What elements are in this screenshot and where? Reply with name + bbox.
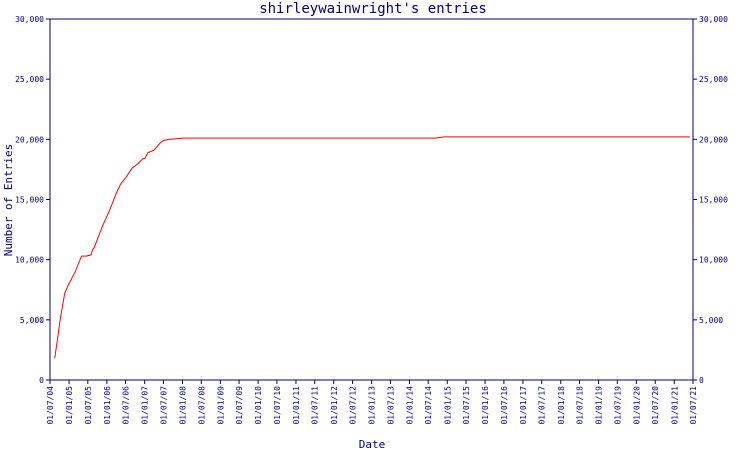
y-tick-label-left: 20,000 [15, 135, 44, 144]
x-tick-label: 01/07/08 [197, 386, 206, 425]
x-tick-label: 01/01/12 [330, 386, 339, 425]
x-tick-label: 01/01/07 [141, 386, 150, 425]
y-axis-right: 0 5,000 10,000 15,000 20,000 25,000 30,000 [693, 15, 728, 385]
x-tick-label: 01/07/12 [349, 386, 358, 425]
x-tick-label: 01/01/10 [254, 386, 263, 425]
y-tick-label-right: 20,000 [699, 135, 728, 144]
x-tick-label: 01/01/15 [443, 386, 452, 425]
x-tick-label: 01/07/16 [500, 386, 509, 425]
x-tick-label: 01/01/09 [216, 386, 225, 425]
y-axis-left: 0 5,000 10,000 15,000 20,000 25,000 30,000 [15, 15, 50, 385]
x-tick-label: 01/07/21 [689, 386, 698, 425]
x-tick-label: 01/01/14 [405, 386, 414, 425]
y-tick-label-right: 15,000 [699, 196, 728, 205]
x-tick-label: 01/01/11 [292, 386, 301, 425]
x-axis-label: Date [359, 438, 386, 450]
x-tick-label: 01/01/06 [103, 386, 112, 425]
x-tick-label: 01/07/09 [235, 386, 244, 425]
x-tick-label: 01/07/20 [651, 386, 660, 425]
y-tick-label-right: 5,000 [699, 316, 723, 325]
y-tick-label-right: 30,000 [699, 15, 728, 24]
chart-title: shirleywainwright's entries [259, 1, 487, 17]
x-tick-label: 01/07/10 [273, 386, 282, 425]
x-tick-label: 01/07/13 [386, 386, 395, 425]
y-tick-label-left: 25,000 [15, 75, 44, 84]
y-tick-label-right: 10,000 [699, 256, 728, 265]
x-tick-label: 01/01/17 [519, 386, 528, 425]
x-tick-label: 01/01/16 [481, 386, 490, 425]
x-tick-label: 01/01/20 [632, 386, 641, 425]
x-tick-label: 01/07/18 [575, 386, 584, 425]
y-tick-label-left: 10,000 [15, 256, 44, 265]
x-tick-label: 01/07/07 [159, 386, 168, 425]
x-tick-label: 01/07/04 [46, 386, 55, 425]
x-tick-label: 01/07/11 [311, 386, 320, 425]
y-tick-label-left: 5,000 [20, 316, 44, 325]
series-line-entries [54, 136, 690, 359]
x-tick-label: 01/07/15 [462, 386, 471, 425]
x-tick-label: 01/01/18 [557, 386, 566, 425]
x-tick-label: 01/01/13 [368, 386, 377, 425]
x-tick-label: 01/07/05 [84, 386, 93, 425]
y-tick-label-right: 25,000 [699, 75, 728, 84]
x-tick-label: 01/01/08 [178, 386, 187, 425]
y-tick-label-left: 30,000 [15, 15, 44, 24]
y-tick-label-right: 0 [699, 376, 704, 385]
y-axis-label: Number of Entries [2, 144, 15, 257]
x-tick-label: 01/01/19 [595, 386, 604, 425]
y-tick-label-left: 15,000 [15, 196, 44, 205]
x-tick-label: 01/07/14 [424, 386, 433, 425]
x-tick-label: 01/07/19 [613, 386, 622, 425]
x-axis: 01/07/04 01/01/05 01/07/05 01/01/06 01/07/06… [46, 380, 698, 425]
x-tick-label: 01/07/17 [538, 386, 547, 425]
x-tick-label: 01/07/06 [122, 386, 131, 425]
x-tick-label: 01/01/21 [670, 386, 679, 425]
x-tick-label: 01/01/05 [65, 386, 74, 425]
y-tick-label-left: 0 [39, 376, 44, 385]
